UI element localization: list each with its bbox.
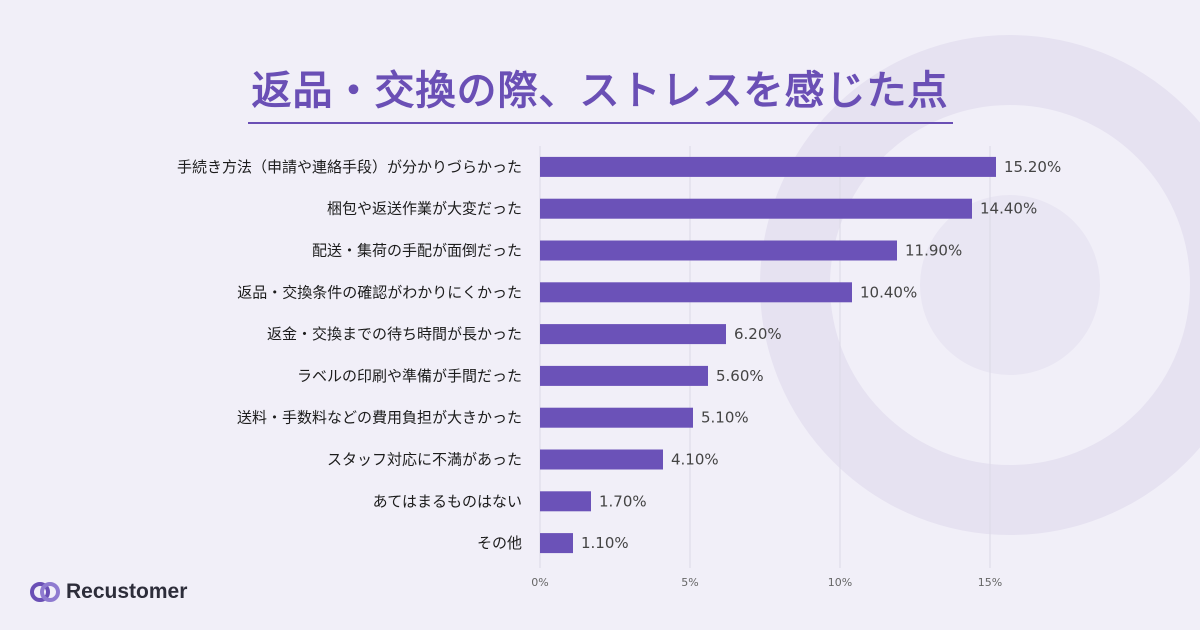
category-label-1: 梱包や返送作業が大変だった [327,200,522,218]
value-label-5: 5.60% [716,367,764,385]
bar-1 [540,198,972,219]
brand-name: Recustomer [66,580,188,603]
value-label-7: 4.10% [671,451,719,469]
x-tick-label-3: 15% [978,576,1002,589]
x-tick-label-0: 0% [531,576,548,589]
bar-8 [540,491,591,512]
value-label-8: 1.70% [599,492,647,510]
bar-2 [540,240,897,261]
bar-6 [540,407,693,428]
category-label-9: その他 [477,534,522,552]
category-label-0: 手続き方法（申請や連絡手段）が分かりづらかった [177,158,522,176]
bar-7 [540,449,663,470]
value-label-1: 14.40% [980,200,1037,218]
category-label-7: スタッフ対応に不満があった [327,451,522,469]
x-tick-label-1: 5% [681,576,698,589]
value-label-0: 15.20% [1004,158,1061,176]
category-label-8: あてはまるものはない [373,492,522,510]
value-label-3: 10.40% [860,283,917,301]
category-label-2: 配送・集荷の手配が面倒だった [312,242,522,260]
x-tick-label-2: 10% [828,576,852,589]
category-label-5: ラベルの印刷や準備が手間だった [297,367,522,385]
bar-9 [540,533,573,554]
category-label-6: 送料・手数料などの費用負担が大きかった [237,409,522,427]
category-label-4: 返金・交換までの待ち時間が長かった [267,325,522,343]
category-label-3: 返品・交換条件の確認がわかりにくかった [237,283,522,301]
recustomer-logo-icon [30,582,60,602]
value-label-2: 11.90% [905,242,962,260]
brand-logo: Recustomer [30,580,187,604]
value-label-4: 6.20% [734,325,782,343]
bar-4 [540,324,726,345]
bar-5 [540,365,708,386]
bar-0 [540,156,996,177]
bar-3 [540,282,852,303]
chart-title: 返品・交換の際、ストレスを感じた点 [0,58,1200,124]
chart-title-text: 返品・交換の際、ストレスを感じた点 [247,58,953,124]
value-label-9: 1.10% [581,534,629,552]
value-label-6: 5.10% [701,409,749,427]
